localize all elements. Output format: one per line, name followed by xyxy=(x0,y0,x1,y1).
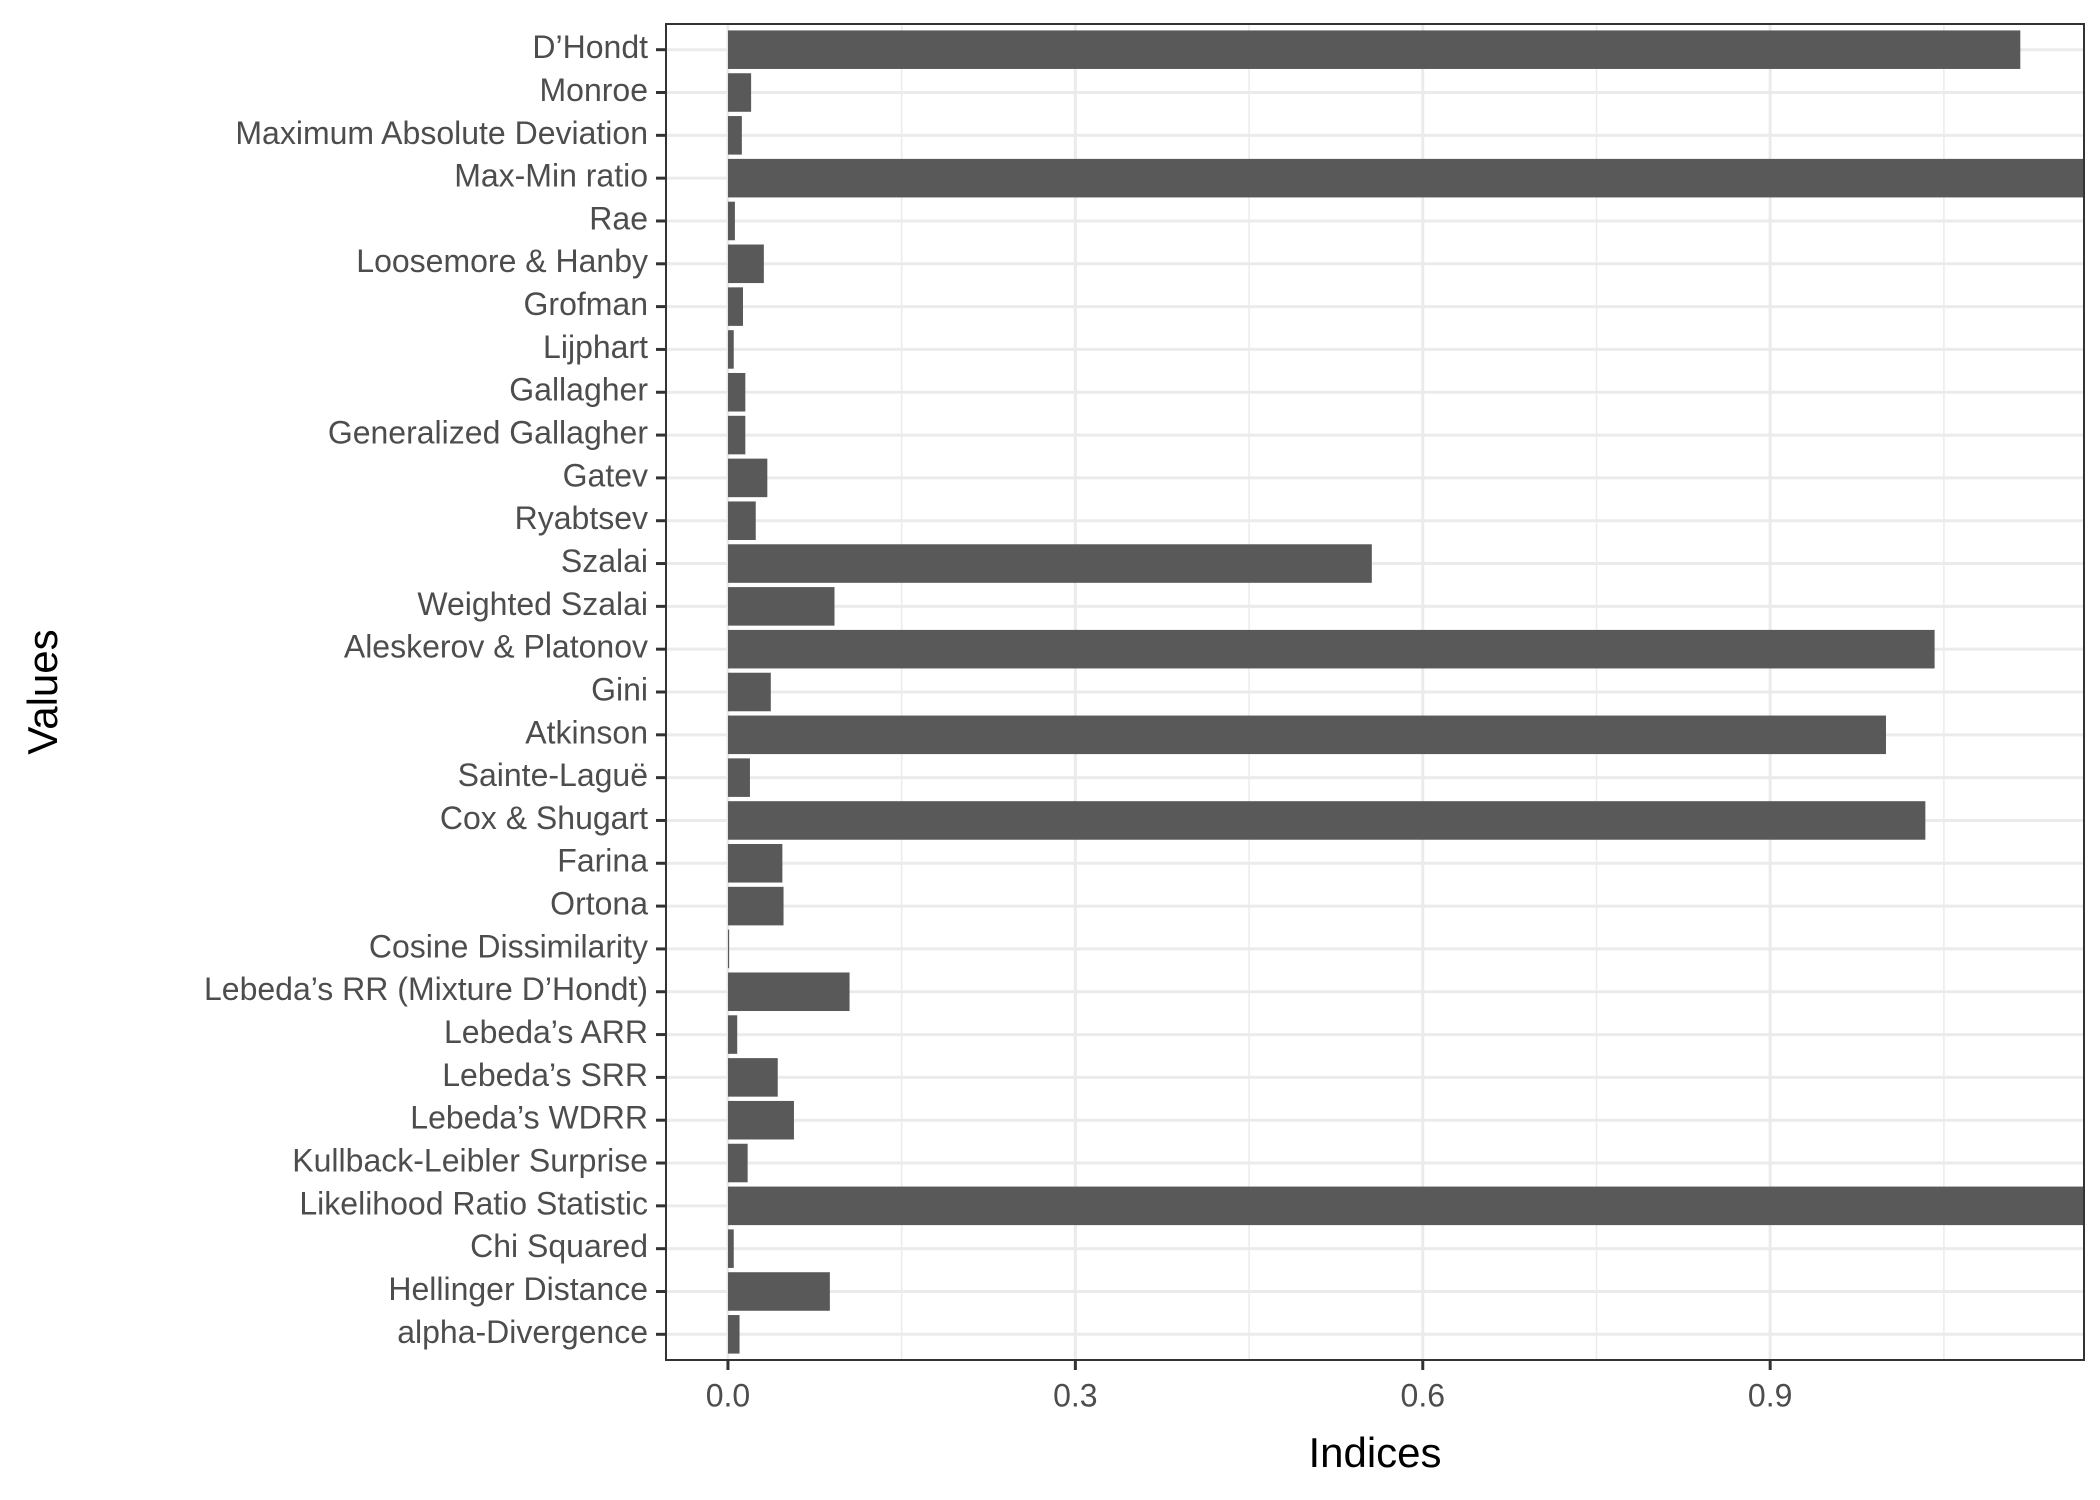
y-tick-label: Gini xyxy=(591,671,648,707)
y-tick-label: Grofman xyxy=(524,286,648,322)
y-tick-label: alpha-Divergence xyxy=(397,1314,648,1350)
x-tick-label: 0.6 xyxy=(1401,1377,1445,1413)
bar xyxy=(727,844,783,883)
bar xyxy=(727,30,2021,69)
y-tick-label: Ryabtsev xyxy=(515,500,648,536)
bar xyxy=(727,715,1886,755)
bar xyxy=(727,73,752,112)
bar xyxy=(727,1100,794,1140)
bar xyxy=(727,587,835,626)
y-tick-label: Weighted Szalai xyxy=(417,586,648,622)
y-tick-label: Likelihood Ratio Statistic xyxy=(299,1185,648,1221)
bar xyxy=(727,972,850,1012)
y-tick-label: Loosemore & Hanby xyxy=(356,243,648,279)
bar xyxy=(727,244,764,284)
bar xyxy=(727,1058,778,1097)
y-tick-label: Cox & Shugart xyxy=(440,800,648,836)
bar xyxy=(727,501,756,540)
y-tick-label: Max-Min ratio xyxy=(454,158,648,194)
y-tick-label: Lebeda’s SRR xyxy=(442,1057,648,1093)
y-tick-label: Generalized Gallagher xyxy=(328,415,649,451)
y-tick-label: Lijphart xyxy=(543,329,648,365)
bar xyxy=(727,287,744,326)
y-tick-label: Lebeda’s WDRR xyxy=(410,1100,648,1136)
x-tick-label: 0.0 xyxy=(706,1377,750,1413)
x-tick-label: 0.3 xyxy=(1053,1377,1097,1413)
y-tick-label: Maximum Absolute Deviation xyxy=(235,115,648,151)
bar xyxy=(727,458,768,498)
y-tick-label: Cosine Dissimilarity xyxy=(369,928,648,964)
y-tick-label: Ortona xyxy=(550,886,648,922)
bar xyxy=(727,544,1372,583)
panel-border xyxy=(665,23,2085,1361)
y-tick-label: Rae xyxy=(589,200,648,236)
y-tick-label: Monroe xyxy=(540,72,649,108)
bar xyxy=(727,1143,748,1183)
y-tick-label: Kullback-Leibler Surprise xyxy=(292,1142,648,1178)
y-tick-label: Atkinson xyxy=(525,714,648,750)
x-tick-label: 0.9 xyxy=(1748,1377,1792,1413)
bar xyxy=(727,1186,2084,1226)
bar xyxy=(727,201,735,241)
bar xyxy=(727,1315,740,1354)
y-tick-label: Sainte-Laguë xyxy=(458,757,648,793)
bar xyxy=(727,372,746,412)
y-tick-label: Hellinger Distance xyxy=(388,1271,648,1307)
y-tick-label: Lebeda’s ARR xyxy=(444,1014,648,1050)
bar xyxy=(727,1272,830,1311)
bar xyxy=(727,629,1935,669)
y-tick-label: Aleskerov & Platonov xyxy=(344,629,648,665)
y-tick-label: Farina xyxy=(557,843,648,879)
bar xyxy=(727,1015,738,1054)
bar xyxy=(727,801,1926,840)
bar xyxy=(727,929,730,969)
x-axis-title: Indices xyxy=(1308,1429,1441,1476)
bar xyxy=(727,330,734,369)
y-axis-title: Values xyxy=(19,629,66,754)
y-tick-label: Chi Squared xyxy=(470,1228,648,1264)
bar xyxy=(727,672,771,712)
y-tick-label: Gallagher xyxy=(509,372,648,408)
bar xyxy=(727,886,784,926)
bar xyxy=(727,158,2084,198)
bar xyxy=(727,1229,734,1268)
bar xyxy=(727,116,742,155)
bar xyxy=(727,758,750,797)
y-tick-label: D’Hondt xyxy=(532,29,648,65)
bar xyxy=(727,415,746,455)
y-tick-label: Lebeda’s RR (Mixture D’Hondt) xyxy=(204,971,648,1007)
y-tick-label: Gatev xyxy=(563,457,648,493)
y-tick-label: Szalai xyxy=(561,543,648,579)
